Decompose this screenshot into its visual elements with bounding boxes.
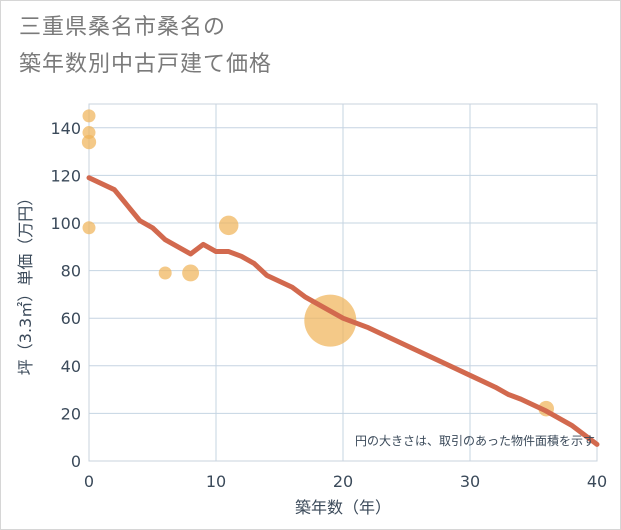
data-bubble xyxy=(82,109,96,123)
x-tick-label: 30 xyxy=(460,472,480,491)
data-bubble xyxy=(304,294,357,347)
size-note: 円の大きさは、取引のあった物件面積を示す xyxy=(355,433,595,448)
x-tick-label: 40 xyxy=(587,472,607,491)
x-axis-label: 築年数（年） xyxy=(295,498,391,517)
x-tick-label: 0 xyxy=(84,472,94,491)
y-tick-label: 20 xyxy=(61,404,81,423)
grid-lines xyxy=(88,104,598,462)
trend-series xyxy=(86,175,600,447)
chart-title-line-1: 三重県桑名市桑名の xyxy=(19,15,227,40)
tick-labels: 0 10 20 30 40 0 20 40 60 80 100 120 140 xyxy=(50,119,607,491)
y-tick-label: 80 xyxy=(61,262,81,281)
y-tick-label: 120 xyxy=(50,166,81,185)
data-bubble xyxy=(158,266,172,280)
data-bubble xyxy=(82,221,96,235)
plot-border xyxy=(88,103,598,462)
y-axis-label: 坪（3.3㎡）単価（万円） xyxy=(16,190,35,375)
y-tick-label: 0 xyxy=(71,452,81,471)
trend-line xyxy=(86,175,600,447)
data-bubble xyxy=(81,134,97,150)
y-tick-label: 140 xyxy=(50,119,81,138)
x-tick-label: 10 xyxy=(206,472,226,491)
chart-title-line-2: 築年数別中古戸建て価格 xyxy=(19,52,273,77)
y-tick-label: 40 xyxy=(61,357,81,376)
x-tick-label: 20 xyxy=(333,472,353,491)
data-bubble xyxy=(182,264,200,282)
bubble-series xyxy=(81,109,554,417)
data-bubble xyxy=(218,215,239,236)
chart-title: 三重県桑名市桑名の 築年数別中古戸建て価格 xyxy=(19,9,272,83)
y-tick-label: 100 xyxy=(50,214,81,233)
y-tick-label: 60 xyxy=(61,309,81,328)
